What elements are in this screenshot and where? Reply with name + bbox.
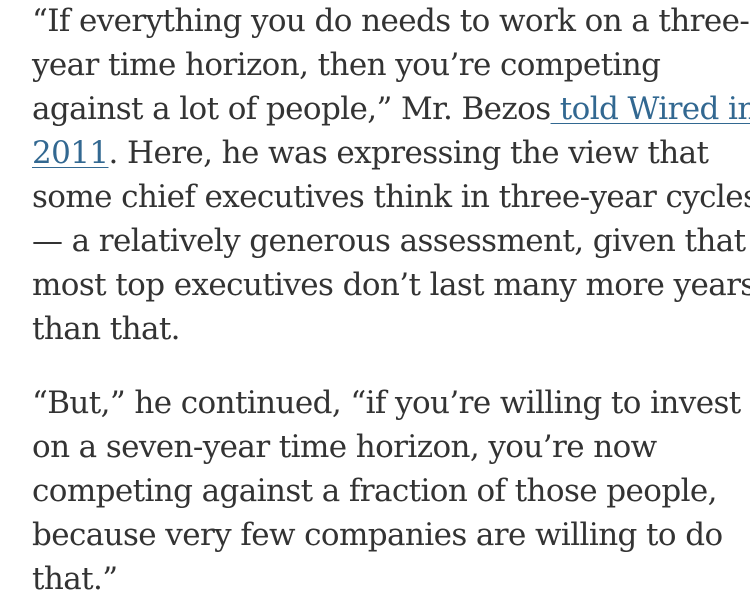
- wired-2011-link-continued[interactable]: 2011: [32, 135, 109, 171]
- paragraph-line: than that.: [32, 311, 181, 347]
- paragraph-bezos-quote: “If everything you do needs to work on a…: [32, 0, 750, 351]
- wired-2011-link[interactable]: told Wired in: [550, 91, 750, 127]
- paragraph-line: that.”: [32, 561, 118, 597]
- paragraph-line: some chief executives think in three-yea…: [32, 179, 750, 215]
- paragraph-line: 2011. Here, he was expressing the view t…: [32, 131, 750, 175]
- paragraph-line: — a relatively generous assessment, give…: [32, 223, 746, 259]
- paragraph-line: because very few companies are willing t…: [32, 517, 723, 553]
- paragraph-line: competing against a fraction of those pe…: [32, 473, 717, 509]
- paragraph-line: “If everything you do needs to work on a…: [32, 3, 750, 39]
- paragraph-line: year time horizon, then you’re competing: [32, 47, 661, 83]
- paragraph-text: against a lot of people,” Mr. Bezos: [32, 91, 551, 127]
- paragraph-continued-quote: “But,” he continued, “if you’re willing …: [32, 381, 741, 601]
- paragraph-line: “But,” he continued, “if you’re willing …: [32, 385, 741, 421]
- paragraph-line: most top executives don’t last many more…: [32, 267, 750, 303]
- paragraph-line: against a lot of people,” Mr. Bezos told…: [32, 87, 750, 131]
- paragraph-line: on a seven-year time horizon, you’re now: [32, 429, 657, 465]
- paragraph-text: . Here, he was expressing the view that: [108, 135, 709, 171]
